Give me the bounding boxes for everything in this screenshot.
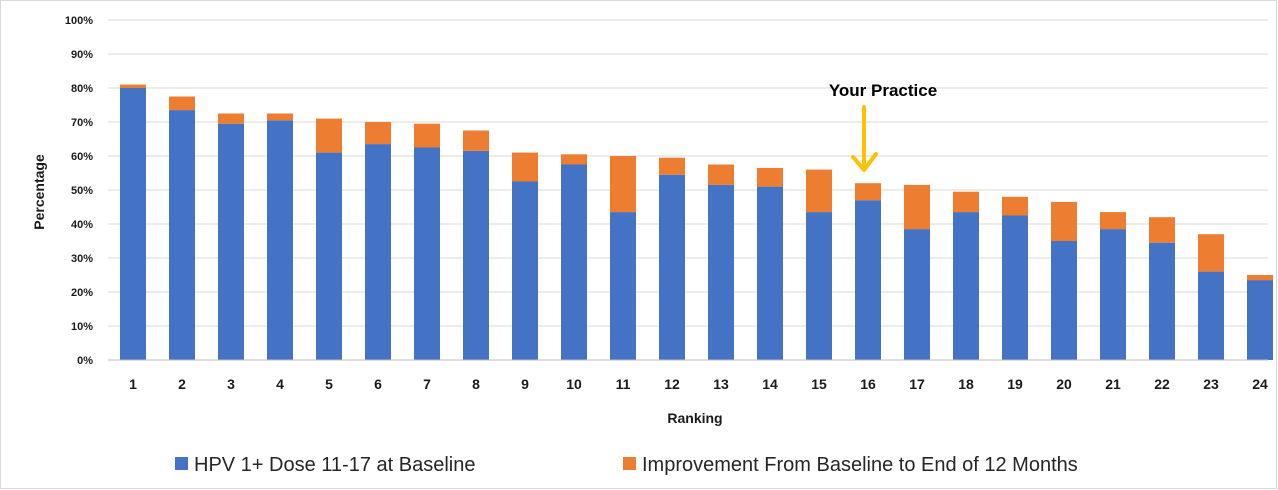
x-tick-label: 13 <box>713 376 729 392</box>
bar-improvement <box>120 84 146 88</box>
bars <box>120 84 1273 360</box>
bar-improvement <box>169 96 195 111</box>
bar-improvement <box>218 113 244 124</box>
x-tick-label: 24 <box>1252 376 1268 392</box>
bar-improvement <box>953 191 979 213</box>
bar-improvement <box>806 169 832 213</box>
bar-baseline <box>414 147 440 360</box>
x-axis-ticks: 1 2 3 4 5 6 7 8 9 10 11 12 13 14 15 16 17 18 19 20 21 22 23 24 <box>129 376 1268 392</box>
y-tick-label: 50% <box>71 185 93 197</box>
bar-improvement <box>904 184 930 230</box>
bar-baseline <box>365 144 391 360</box>
bar-improvement <box>414 123 440 148</box>
x-tick-label: 19 <box>1007 376 1023 392</box>
legend-swatch-baseline <box>175 457 188 470</box>
x-tick-label: 5 <box>325 376 333 392</box>
y-tick-label: 60% <box>71 151 93 163</box>
y-tick-label: 30% <box>71 253 93 265</box>
bar-baseline <box>904 229 930 360</box>
bar-improvement <box>1198 234 1224 272</box>
y-tick-label: 0% <box>77 355 93 367</box>
bar-improvement <box>659 157 685 175</box>
bar-baseline <box>1002 215 1028 360</box>
y-tick-label: 100% <box>65 15 93 27</box>
y-axis-title: Percentage <box>31 154 47 230</box>
y-tick-label: 90% <box>71 49 93 61</box>
x-tick-label: 4 <box>276 376 284 392</box>
bar-baseline <box>1100 229 1126 360</box>
bar-improvement <box>463 130 489 151</box>
x-tick-label: 7 <box>423 376 431 392</box>
bar-baseline <box>806 212 832 360</box>
x-tick-label: 8 <box>472 376 480 392</box>
bar-baseline <box>463 150 489 360</box>
bar-baseline <box>1247 280 1273 360</box>
bar-baseline <box>1149 242 1175 360</box>
y-axis-ticks: 0% 10% 20% 30% 40% 50% 60% 70% 80% 90% 100% <box>65 15 93 367</box>
bar-improvement <box>708 164 734 185</box>
x-tick-label: 12 <box>664 376 680 392</box>
annotation-arrow-icon <box>851 105 878 172</box>
bar-improvement <box>1002 196 1028 216</box>
x-tick-label: 20 <box>1056 376 1072 392</box>
bar-improvement <box>610 156 636 213</box>
legend-swatch-improvement <box>623 457 636 470</box>
bar-improvement <box>267 113 293 121</box>
bar-baseline <box>561 164 587 360</box>
bar-baseline <box>267 120 293 360</box>
y-tick-label: 10% <box>71 321 93 333</box>
x-tick-label: 9 <box>521 376 529 392</box>
y-tick-label: 70% <box>71 117 93 129</box>
your-practice-annotation: Your Practice <box>829 81 937 172</box>
x-tick-label: 21 <box>1105 376 1121 392</box>
bar-baseline <box>659 174 685 360</box>
x-tick-label: 23 <box>1203 376 1219 392</box>
bar-baseline <box>708 184 734 360</box>
bar-improvement <box>1051 201 1077 241</box>
x-tick-label: 18 <box>958 376 974 392</box>
x-tick-label: 11 <box>616 376 631 392</box>
x-tick-label: 2 <box>178 376 186 392</box>
bar-baseline <box>169 110 195 360</box>
bar-baseline <box>316 152 342 360</box>
bar-improvement <box>1100 212 1126 230</box>
x-tick-label: 14 <box>762 376 778 392</box>
y-tick-label: 20% <box>71 287 93 299</box>
bar-baseline <box>120 88 146 360</box>
bar-improvement <box>365 122 391 145</box>
bar-baseline <box>1051 241 1077 360</box>
bar-improvement <box>561 154 587 165</box>
annotation-label: Your Practice <box>829 81 937 100</box>
legend-label-baseline: HPV 1+ Dose 11-17 at Baseline <box>194 454 475 476</box>
x-tick-label: 10 <box>566 376 582 392</box>
bar-baseline <box>855 200 881 360</box>
bar-improvement <box>512 152 538 182</box>
bar-baseline <box>757 186 783 360</box>
bar-improvement <box>316 118 342 153</box>
bar-improvement <box>1149 217 1175 243</box>
x-tick-label: 22 <box>1154 376 1170 392</box>
y-tick-label: 40% <box>71 219 93 231</box>
bar-baseline <box>1198 271 1224 360</box>
legend: HPV 1+ Dose 11-17 at Baseline Improvemen… <box>175 454 1078 476</box>
x-tick-label: 3 <box>227 376 235 392</box>
bar-baseline <box>610 212 636 360</box>
x-tick-label: 17 <box>909 376 925 392</box>
bar-baseline <box>218 123 244 360</box>
x-tick-label: 6 <box>374 376 382 392</box>
bar-baseline <box>953 212 979 360</box>
x-tick-label: 1 <box>129 376 137 392</box>
x-tick-label: 15 <box>811 376 827 392</box>
legend-label-improvement: Improvement From Baseline to End of 12 M… <box>642 454 1078 476</box>
y-tick-label: 80% <box>71 83 93 95</box>
bar-baseline <box>512 181 538 360</box>
x-axis-title: Ranking <box>667 410 722 426</box>
bar-improvement <box>855 183 881 201</box>
bar-improvement <box>1247 275 1273 281</box>
x-tick-label: 16 <box>860 376 876 392</box>
bar-improvement <box>757 167 783 187</box>
